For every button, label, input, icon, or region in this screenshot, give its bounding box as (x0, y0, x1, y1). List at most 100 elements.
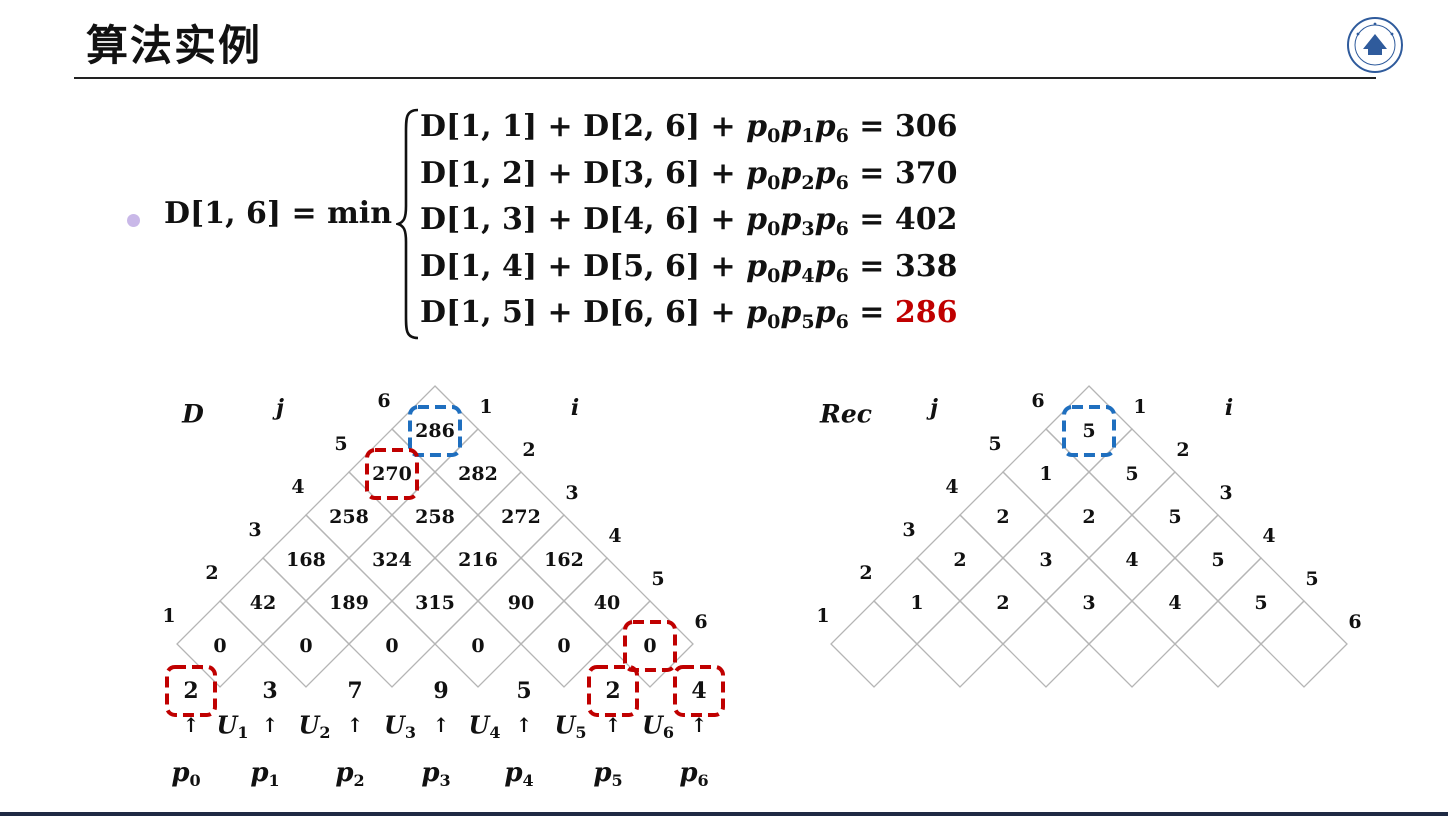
rec-j-index: 5 (988, 433, 1001, 455)
rec-j-index: 2 (859, 562, 872, 584)
rec-j-index: 1 (816, 605, 829, 627)
rec-i-index: 1 (1133, 396, 1146, 418)
case-split-expression: D[1, 2] + D[3, 6] + (420, 155, 747, 191)
d-cell-value: 42 (250, 592, 276, 614)
d-cell-value: 0 (643, 635, 656, 657)
rec-cell-0-3 (1088, 600, 1176, 688)
rec-i-index: 3 (1219, 482, 1232, 504)
d-i-index: 3 (565, 482, 578, 504)
d-cell-value: 282 (458, 463, 498, 485)
u-label: U5 (554, 711, 586, 742)
up-arrow-icon: ↑ (433, 713, 450, 737)
d-cell-value: 0 (299, 635, 312, 657)
d-blue-highlight (408, 405, 462, 457)
slide-title: 算法实例 (86, 21, 263, 70)
formula-case-5: D[1, 5] + D[6, 6] + p0p5p6 = 286 (420, 290, 957, 337)
equals-sign: = (848, 248, 895, 284)
equals-sign: = (848, 109, 895, 144)
d-i-index: 6 (694, 611, 707, 633)
d-j-axis-label: j (272, 395, 284, 421)
case-value: 338 (894, 248, 958, 284)
equals-sign: = (848, 155, 895, 191)
d-j-index: 5 (334, 433, 347, 455)
formula-case-4: D[1, 4] + D[5, 6] + p0p4p6 = 338 (420, 244, 957, 291)
rec-cell-value: 3 (1039, 549, 1052, 571)
case-split-expression: D[1, 4] + D[5, 6] + (420, 248, 747, 284)
p-label: p3 (421, 758, 450, 790)
case-product-term: p0p5p6 (746, 295, 849, 333)
rec-j-axis-label: j (926, 395, 938, 421)
d-cell-value: 189 (329, 592, 369, 614)
case-product-term: p0p3p6 (746, 202, 849, 240)
rec-cell-value: 1 (1039, 463, 1052, 485)
d-cell-value: 0 (385, 635, 398, 657)
p-label: p6 (679, 758, 708, 790)
d-j-index: 3 (248, 519, 261, 541)
d-cell-value: 315 (415, 592, 455, 614)
formula-case-2: D[1, 2] + D[3, 6] + p0p2p6 = 370 (420, 151, 957, 198)
d-cell-value: 216 (458, 549, 498, 571)
rec-j-index: 3 (902, 519, 915, 541)
formula-lhs: D[1, 6] = min (164, 196, 393, 231)
rec-cell-value: 3 (1082, 592, 1095, 614)
d-i-index: 4 (608, 525, 621, 547)
case-value: 370 (894, 155, 958, 191)
d-cell-value: 162 (544, 549, 584, 571)
d-red-highlight-1 (623, 620, 677, 672)
d-dimension-value: 7 (347, 678, 362, 704)
u-label: U1 (216, 711, 248, 742)
d-cell-value: 90 (508, 592, 534, 614)
rec-cell-value: 2 (1082, 506, 1095, 528)
d-dimension-value: 2 (605, 678, 620, 704)
rec-cell-value: 4 (1125, 549, 1138, 571)
rec-table-label: Rec (819, 400, 872, 429)
u-label: U3 (384, 711, 416, 742)
d-table-label: D (181, 400, 204, 429)
rec-cell-value: 5 (1125, 463, 1138, 485)
case-split-expression: D[1, 3] + D[4, 6] + (420, 202, 747, 237)
p-label: p1 (250, 758, 279, 790)
d-cell-value: 0 (557, 635, 570, 657)
d-dimension-value: 9 (433, 678, 448, 704)
d-cell-value: 324 (372, 549, 412, 571)
rec-i-index: 2 (1176, 439, 1189, 461)
u-label: U6 (642, 711, 674, 742)
case-product-term: p0p1p6 (746, 109, 849, 147)
d-dimension-red-highlight-0 (165, 665, 217, 717)
d-cell-value: 0 (471, 635, 484, 657)
d-cell-value: 258 (329, 506, 369, 528)
case-value: 402 (894, 202, 958, 237)
rec-cell-value: 2 (996, 506, 1009, 528)
equals-sign: = (848, 202, 895, 237)
case-product-term: p0p2p6 (746, 155, 849, 194)
d-cell-5-0 (391, 385, 479, 473)
up-arrow-icon: ↑ (183, 713, 200, 737)
rec-cell-5-0 (1045, 385, 1133, 473)
d-cell-value: 168 (286, 549, 326, 571)
d-dimension-value: 2 (183, 678, 198, 704)
bullet-dot (127, 214, 140, 227)
rec-cell-0-1 (916, 600, 1004, 688)
p-label: p2 (335, 758, 364, 790)
rec-cell-value: 5 (1254, 592, 1267, 614)
formula-case-3: D[1, 3] + D[4, 6] + p0p3p6 = 402 (420, 197, 957, 244)
d-i-axis-label: i (571, 395, 579, 421)
rec-cell-value: 1 (910, 592, 923, 614)
u-label: U4 (468, 711, 500, 742)
up-arrow-icon: ↑ (516, 713, 533, 737)
case-product-term: p0p4p6 (746, 248, 849, 287)
rec-cell-value: 5 (1211, 549, 1224, 571)
left-brace (396, 108, 419, 340)
rec-cell-value: 5 (1168, 506, 1181, 528)
d-i-index: 1 (479, 396, 492, 418)
rec-cell-value: 5 (1082, 420, 1095, 442)
rec-i-index: 5 (1305, 568, 1318, 590)
d-dimension-value: 5 (516, 678, 531, 704)
d-cell-value: 0 (213, 635, 226, 657)
d-dimension-value: 4 (691, 678, 706, 704)
d-i-index: 2 (522, 439, 535, 461)
rec-i-index: 6 (1348, 611, 1361, 633)
rec-i-axis-label: i (1225, 395, 1233, 421)
p-label: p4 (504, 758, 533, 790)
